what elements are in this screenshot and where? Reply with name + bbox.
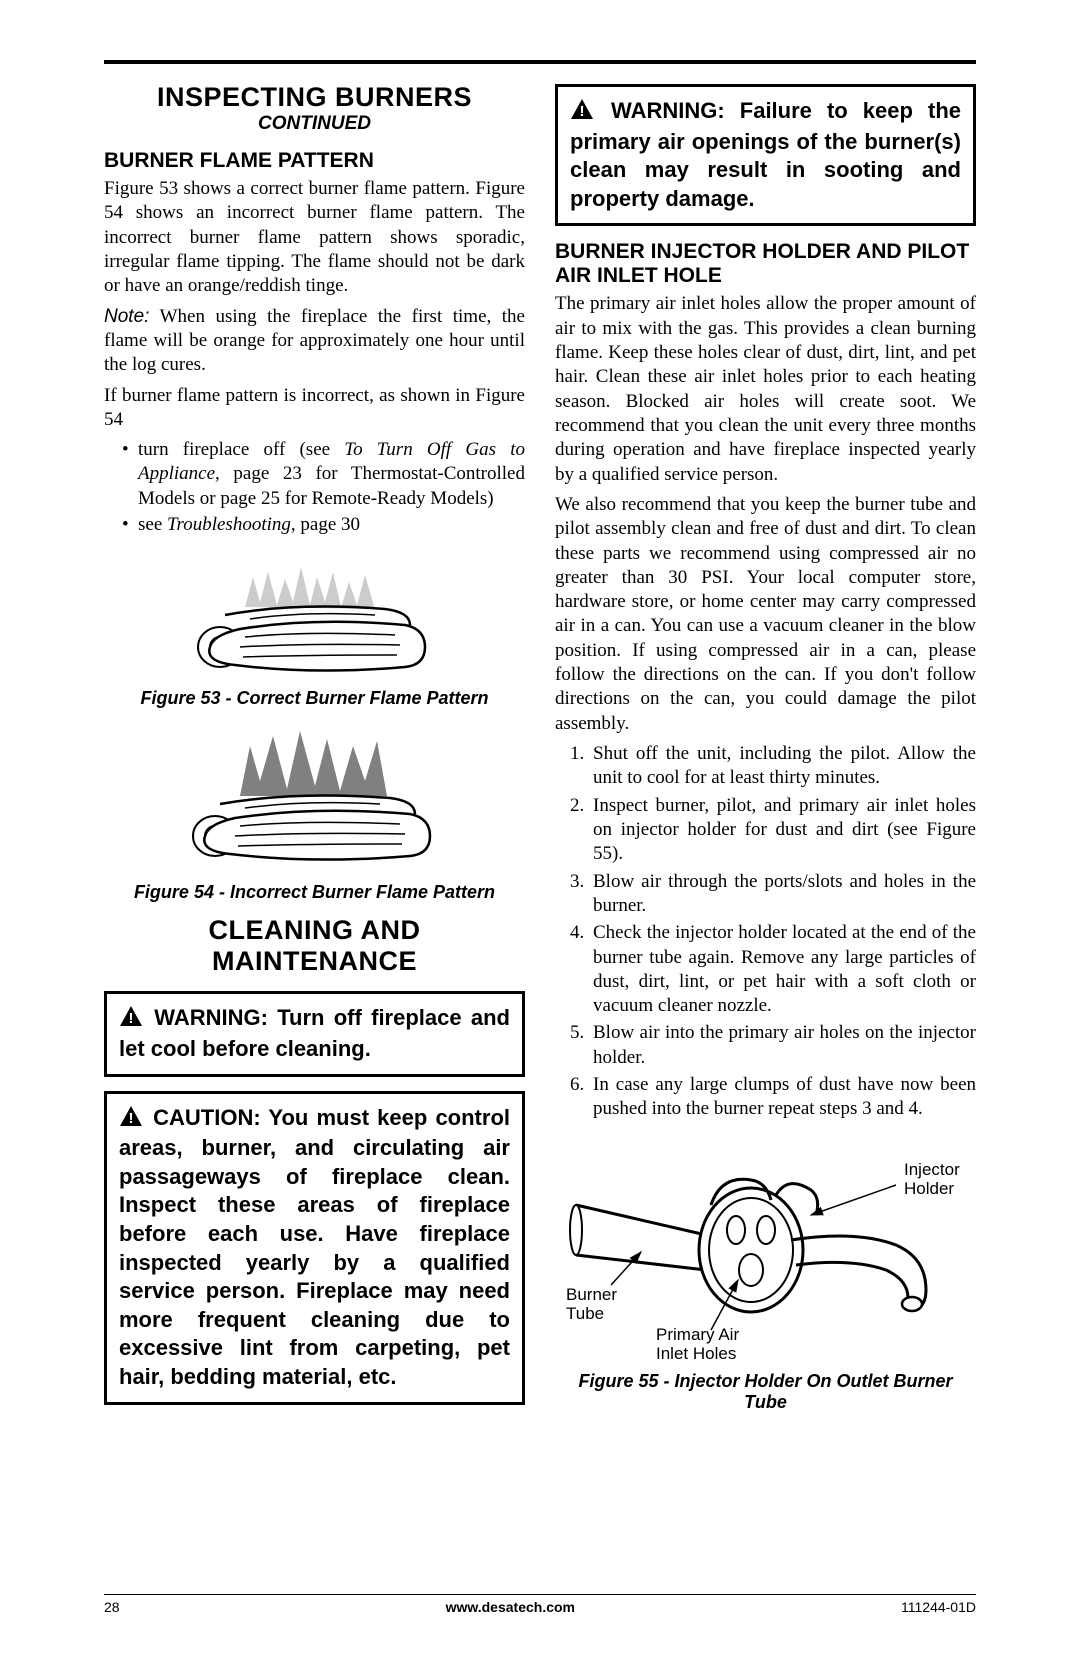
para-flame-pattern: Figure 53 shows a correct burner flame p…: [104, 177, 525, 299]
para-note: Note: When using the fireplace the first…: [104, 305, 525, 378]
para-air-inlet: The primary air inlet holes allow the pr…: [555, 292, 976, 487]
fig53-caption: Figure 53 - Correct Burner Flame Pattern: [104, 688, 525, 709]
svg-text:!: !: [580, 103, 585, 120]
right-column: ! WARNING: Failure to keep the primary a…: [555, 82, 976, 1425]
figure-55: Injector Holder Burner Tube Primary Air …: [555, 1130, 976, 1365]
warning-icon: !: [119, 1005, 143, 1035]
svg-text:Inlet Holes: Inlet Holes: [656, 1344, 736, 1360]
warning-icon: !: [570, 98, 594, 128]
bullet-2: see Troubleshooting, page 30: [122, 513, 525, 537]
steps-list: Shut off the unit, including the pilot. …: [555, 742, 976, 1122]
step-2: Inspect burner, pilot, and primary air i…: [589, 794, 976, 867]
subhead-injector: BURNER INJECTOR HOLDER AND PILOT AIR INL…: [555, 240, 976, 288]
subhead-burner-flame: BURNER FLAME PATTERN: [104, 149, 525, 173]
svg-text:!: !: [129, 1010, 134, 1027]
page-footer: 28 www.desatech.com 111244-01D: [104, 1594, 976, 1615]
left-column: INSPECTING BURNERS CONTINUED BURNER FLAM…: [104, 82, 525, 1425]
step-4: Check the injector holder located at the…: [589, 921, 976, 1018]
step-6: In case any large clumps of dust have no…: [589, 1073, 976, 1122]
figure-54: [104, 721, 525, 876]
warning-box-sooting: ! WARNING: Failure to keep the primary a…: [555, 84, 976, 226]
continued-label: CONTINUED: [104, 113, 525, 135]
footer-page: 28: [104, 1599, 120, 1615]
bullet-list: turn fireplace off (see To Turn Off Gas …: [104, 438, 525, 537]
label-injector: Injector: [904, 1160, 960, 1179]
para-if-incorrect: If burner flame pattern is incorrect, as…: [104, 384, 525, 433]
step-3: Blow air through the ports/slots and hol…: [589, 870, 976, 919]
warning-box-turnoff: ! WARNING: Turn off fireplace and let co…: [104, 991, 525, 1076]
section-title-cleaning: CLEANING AND MAINTENANCE: [104, 915, 525, 977]
fig55-svg: Injector Holder Burner Tube Primary Air …: [556, 1130, 976, 1360]
step-5: Blow air into the primary air holes on t…: [589, 1021, 976, 1070]
fig53-svg: [165, 547, 465, 677]
caution-box: ! CAUTION: You must keep control areas, …: [104, 1091, 525, 1405]
svg-text:Holder: Holder: [904, 1179, 954, 1198]
top-rule: [104, 60, 976, 64]
content-columns: INSPECTING BURNERS CONTINUED BURNER FLAM…: [104, 82, 976, 1425]
label-burner: Burner: [566, 1285, 617, 1304]
fig55-caption: Figure 55 - Injector Holder On Outlet Bu…: [555, 1371, 976, 1413]
footer-doc: 111244-01D: [901, 1599, 976, 1615]
figure-53: [104, 547, 525, 682]
para-compressed-air: We also recommend that you keep the burn…: [555, 493, 976, 736]
svg-text:!: !: [129, 1110, 134, 1127]
step-1: Shut off the unit, including the pilot. …: [589, 742, 976, 791]
svg-text:Tube: Tube: [566, 1304, 604, 1323]
fig54-caption: Figure 54 - Incorrect Burner Flame Patte…: [104, 882, 525, 903]
bullet-1: turn fireplace off (see To Turn Off Gas …: [122, 438, 525, 511]
fig54-svg: [165, 721, 465, 871]
section-title-inspecting: INSPECTING BURNERS: [104, 82, 525, 113]
note-label: Note:: [104, 306, 149, 327]
note-text: When using the fireplace the first time,…: [104, 306, 525, 376]
warning-icon: !: [119, 1105, 143, 1135]
footer-url: www.desatech.com: [446, 1599, 575, 1615]
label-primary: Primary Air: [656, 1325, 739, 1344]
